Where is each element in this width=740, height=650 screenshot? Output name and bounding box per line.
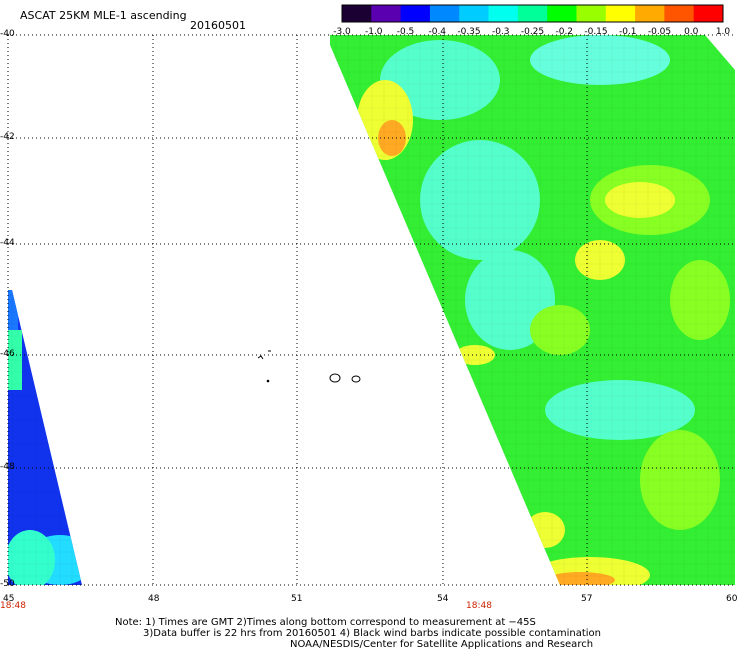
colorbar-tick-label: -0.5 [396, 27, 415, 37]
colorbar-tick-label: -0.05 [647, 27, 672, 37]
note-line-3: NOAA/NESDIS/Center for Satellite Applica… [290, 639, 594, 650]
note-line-2: 3)Data buffer is 22 hrs from 20160501 4)… [143, 628, 601, 639]
product-title: ASCAT 25KM MLE-1 ascending [20, 9, 187, 22]
lon-label: 48 [148, 594, 160, 604]
colorbar [341, 4, 724, 23]
colorbar-swatch [342, 5, 372, 22]
colorbar-tick-label: -0.3 [491, 27, 510, 37]
lat-label: -46 [0, 349, 15, 359]
colorbar-tick-label: -0.2 [555, 27, 574, 37]
colorbar-swatch [635, 5, 665, 22]
lon-label: 54 [437, 594, 449, 604]
lat-label: -48 [0, 462, 15, 472]
colorbar-swatch [429, 5, 460, 22]
lat-label: -50 [0, 579, 15, 589]
left-swath [8, 290, 82, 585]
colorbar-swatch [371, 5, 402, 22]
lon-label: 60 [726, 594, 738, 604]
colorbar-swatch [605, 5, 636, 22]
lat-label: -40 [0, 29, 15, 39]
colorbar-tick-label: -0.1 [618, 27, 637, 37]
main-swath [330, 35, 735, 585]
product-date: 20160501 [190, 19, 246, 32]
colorbar-tick-label: -0.15 [584, 27, 608, 37]
colorbar-swatch [576, 5, 607, 22]
colorbar-swatch [547, 5, 577, 22]
colorbar-tick-label: -0.35 [457, 27, 481, 37]
lon-label: 45 [3, 594, 15, 604]
lat-label: -44 [0, 238, 15, 248]
note-line-1: Note: 1) Times are GMT 2)Times along bot… [115, 617, 536, 628]
colorbar-tick-label: -3.0 [333, 27, 351, 37]
colorbar-tick-label: -0.4 [428, 27, 447, 37]
time-label: 18:48 [466, 601, 492, 611]
colorbar-swatch [459, 5, 490, 22]
colorbar-tick-label: -1.0 [364, 27, 383, 37]
colorbar-tick-label: -0.25 [520, 27, 545, 37]
lon-label: 51 [291, 594, 303, 604]
colorbar-swatch [488, 5, 519, 22]
colorbar-swatch [693, 5, 724, 22]
colorbar-swatch [517, 5, 548, 22]
colorbar-swatch [664, 5, 695, 22]
lon-label: 57 [581, 594, 593, 604]
colorbar-tick-label: 1.0 [715, 27, 731, 37]
colorbar-tick-label: 0.0 [684, 27, 699, 37]
lat-label: -42 [0, 132, 15, 142]
island-outlines [257, 350, 361, 383]
colorbar-swatch [400, 5, 431, 22]
time-label: 18:48 [0, 601, 26, 611]
